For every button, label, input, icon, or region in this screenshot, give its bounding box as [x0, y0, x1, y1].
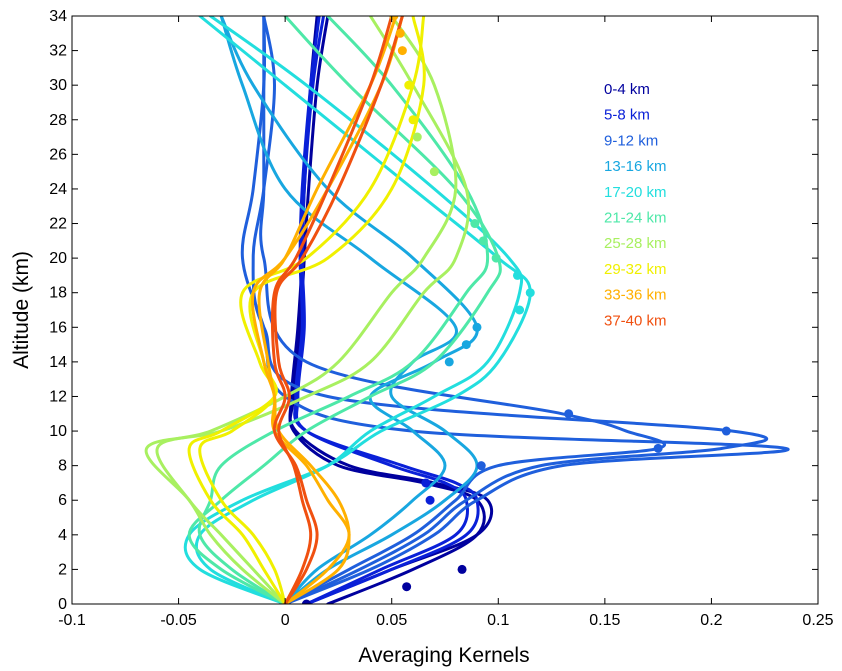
y-tick-label: 30: [49, 77, 67, 94]
legend-entry: 33-36 km: [604, 287, 667, 304]
y-tick-label: 0: [58, 596, 67, 613]
x-tick-label: -0.05: [160, 612, 197, 629]
kernel-marker-17: [478, 236, 488, 246]
kernel-marker-23: [397, 46, 407, 56]
kernel-marker-21: [408, 115, 418, 125]
kernel-marker-5: [425, 495, 435, 505]
plot-frame: [71, 15, 819, 605]
legend-entry: 9-12 km: [604, 132, 658, 149]
kernel-line-19: [257, 16, 398, 604]
legend-entry: 29-32 km: [604, 261, 667, 278]
y-tick-label: 14: [49, 354, 67, 371]
x-tick-label: 0.15: [589, 612, 620, 629]
kernel-line-15: [155, 16, 458, 604]
y-tick-label: 26: [49, 146, 67, 163]
kernel-line-14: [144, 16, 471, 604]
legend-entry: 13-16 km: [604, 158, 667, 175]
y-tick-label: 6: [58, 492, 67, 509]
kernel-line-7: [259, 16, 667, 604]
y-tick-label: 2: [58, 561, 67, 578]
x-axis-label: Averaging Kernels: [358, 644, 529, 667]
x-tick-label: 0.1: [487, 612, 509, 629]
kernel-line-16: [187, 16, 426, 604]
y-tick-label: 24: [49, 181, 67, 198]
kernel-marker-11: [461, 340, 471, 350]
kernel-marker-7: [653, 443, 663, 453]
y-tick-label: 22: [49, 216, 67, 233]
y-tick-label: 12: [49, 388, 67, 405]
x-tick-label: 0.25: [802, 612, 833, 629]
legend-entry: 21-24 km: [604, 210, 667, 227]
kernel-marker-19: [429, 167, 439, 177]
axes: -0.1 -0.05 0 0.05 0.1 0.15 0.2 0.25024681012141…: [49, 8, 833, 629]
kernel-marker-9: [564, 409, 574, 419]
kernel-line-9: [219, 16, 479, 604]
y-tick-label: 16: [49, 319, 67, 336]
kernel-marker-1: [301, 599, 311, 604]
kernel-marker-20: [412, 132, 422, 142]
kernel-marker-18: [470, 219, 480, 229]
kernel-line-21: [273, 16, 404, 604]
legend-entry: 17-20 km: [604, 184, 667, 201]
legend-entry: 25-28 km: [604, 235, 667, 252]
kernel-marker-15: [512, 270, 522, 280]
kernel-line-2: [288, 16, 486, 604]
kernel-marker-16: [491, 253, 501, 263]
y-tick-label: 28: [49, 112, 67, 129]
kernel-line-20: [270, 16, 394, 604]
kernel-marker-10: [444, 357, 454, 367]
y-tick-label: 10: [49, 423, 67, 440]
y-tick-label: 34: [49, 8, 67, 25]
kernel-marker-3: [457, 564, 467, 574]
kernel-marker-13: [515, 305, 525, 315]
kernel-line-12: [187, 16, 502, 604]
series-lines: [144, 16, 790, 604]
kernel-line-13: [197, 16, 490, 604]
legend-entry: 37-40 km: [604, 312, 667, 329]
kernel-marker-4: [421, 478, 431, 488]
series-markers: [301, 16, 731, 604]
legend-entry: 5-8 km: [604, 107, 650, 124]
y-tick-label: 8: [58, 458, 67, 475]
y-tick-label: 20: [49, 250, 67, 267]
kernel-marker-12: [472, 322, 482, 332]
kernel-marker-8: [721, 426, 731, 436]
legend: 0-4 km 5-8 km 9-12 km 13-16 km 17-20 km 21-24…: [604, 81, 667, 329]
legend-entry: 0-4 km: [604, 81, 650, 98]
kernel-marker-14: [525, 288, 535, 298]
y-axis-label: Altitude (km): [10, 251, 33, 369]
x-tick-label: 0.05: [376, 612, 407, 629]
kernel-marker-2: [402, 582, 412, 592]
kernel-marker-6: [476, 461, 486, 471]
y-tick-label: 32: [49, 43, 67, 60]
y-tick-label: 18: [49, 285, 67, 302]
kernel-marker-22: [404, 80, 414, 90]
kernel-line-5: [240, 16, 790, 604]
x-tick-label: -0.1: [58, 612, 86, 629]
y-tick-label: 4: [58, 527, 67, 544]
kernel-marker-24: [395, 28, 405, 38]
x-tick-label: 0.2: [700, 612, 722, 629]
x-tick-label: 0: [281, 612, 290, 629]
